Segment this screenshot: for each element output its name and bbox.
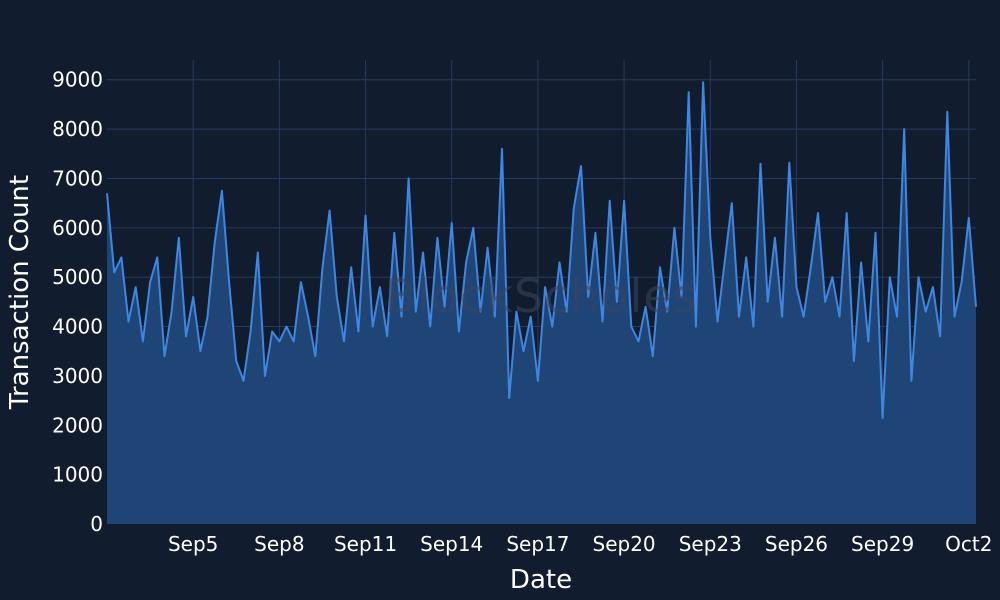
x-tick-label: Sep26: [765, 532, 828, 556]
y-tick-label: 7000: [52, 166, 103, 190]
y-axis-title: Transaction Count: [5, 175, 35, 410]
y-tick-label: 2000: [52, 413, 103, 437]
y-tick-label: 8000: [52, 117, 103, 141]
x-axis-title: Date: [510, 565, 572, 595]
x-tick-label: Sep8: [254, 532, 304, 556]
y-tick-label: 3000: [52, 364, 103, 388]
x-tick-label: Sep20: [593, 532, 656, 556]
x-tick-labels: Sep5 Sep8 Sep11 Sep14 Sep17 Sep20 Sep23 Sep26 Se…: [168, 532, 993, 556]
x-tick-label: Sep23: [679, 532, 742, 556]
series-layer: [106, 81, 977, 524]
x-tick-label: Sep14: [420, 532, 483, 556]
x-tick-label: Sep29: [851, 532, 914, 556]
x-tick-label: Sep5: [168, 532, 218, 556]
y-tick-label: 1000: [52, 463, 103, 487]
y-tick-label: 4000: [52, 315, 103, 339]
y-tick-labels: 0 1000 2000 3000 4000 5000 6000 7000 8000 9000: [52, 68, 103, 536]
y-tick-label: 5000: [52, 265, 103, 289]
series-line: [106, 81, 977, 419]
x-tick-label: Oct2: [945, 532, 992, 556]
series-area-fill: [107, 82, 976, 524]
y-tick-label: 6000: [52, 216, 103, 240]
y-tick-label: 9000: [52, 68, 103, 92]
x-tick-label: Sep17: [506, 532, 569, 556]
y-tick-label: 0: [90, 512, 103, 536]
watermark-text: BlockScholes: [384, 269, 697, 323]
x-tick-label: Sep11: [334, 532, 397, 556]
